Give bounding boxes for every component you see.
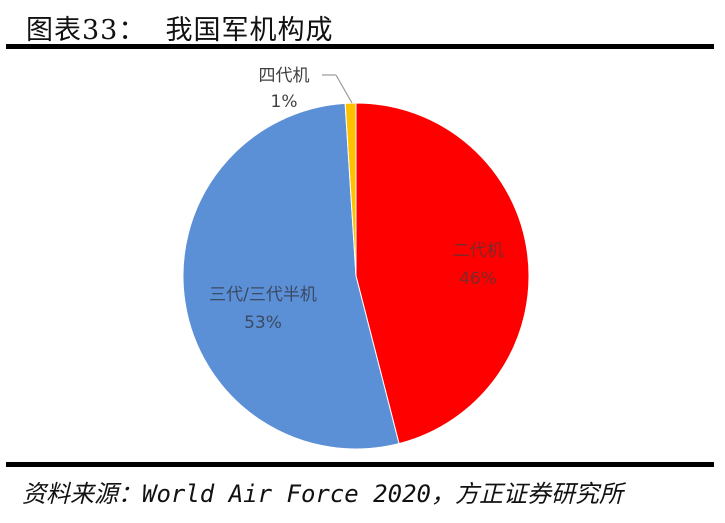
pct-fourth-gen: 1% [271,92,298,112]
pie-slice-0 [355,102,530,445]
source-note: 资料来源：World Air Force 2020，方正证券研究所 [22,480,623,508]
label-third-gen: 三代/三代半机 [209,285,317,305]
pct-third-gen: 53% [244,313,282,333]
label-second-gen: 二代机 [453,241,504,261]
label-fourth-gen: 四代机 [259,66,310,86]
pie-slice-2 [344,102,357,277]
pie-slices [182,102,530,450]
bottom-divider [6,462,714,467]
pie-slice-1 [182,102,400,450]
pct-second-gen: 46% [459,269,497,289]
chart-title: 图表33： 我国军机构成 [26,15,334,46]
leader-line [335,74,353,104]
top-divider [6,44,714,49]
